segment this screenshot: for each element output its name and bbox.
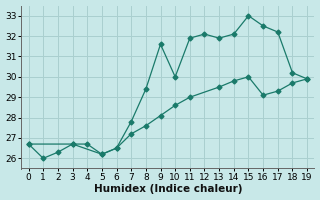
X-axis label: Humidex (Indice chaleur): Humidex (Indice chaleur) [93,184,242,194]
